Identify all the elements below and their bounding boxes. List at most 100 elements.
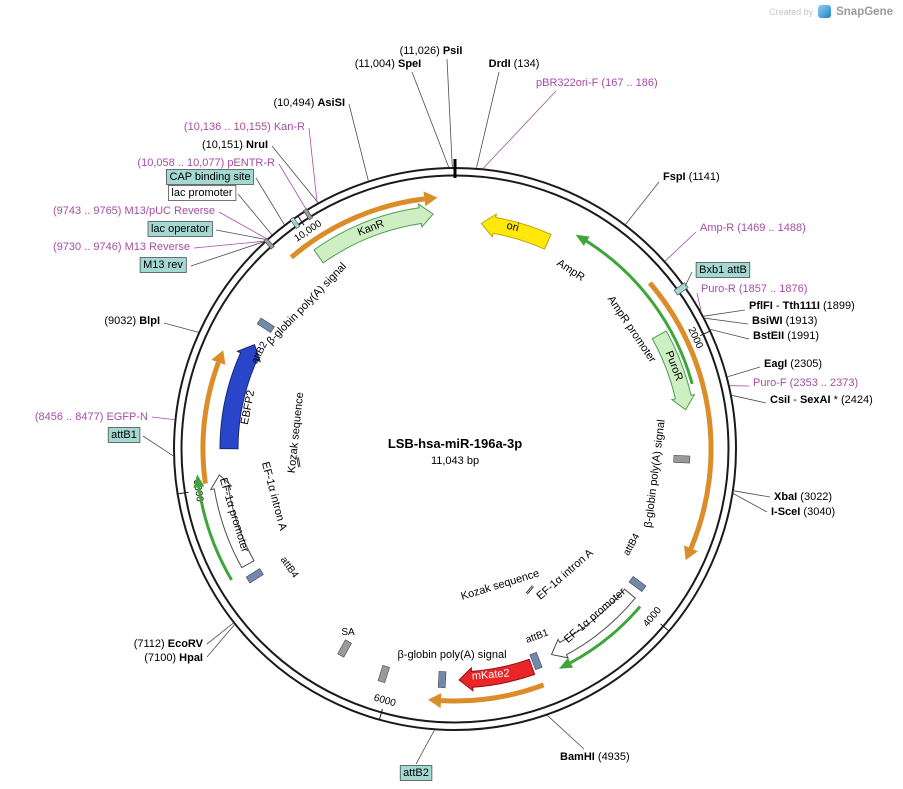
leader-asisi <box>348 103 369 181</box>
callout-csii-sexai[interactable]: CsiI - SexAI * (2424) <box>770 394 873 406</box>
callout-fspi[interactable]: FspI (1141) <box>663 171 720 183</box>
callout-egfp-n[interactable]: (8456 .. 8477) EGFP-N <box>35 411 148 423</box>
callout-puro-f[interactable]: Puro-F (2353 .. 2373) <box>753 377 858 389</box>
feature-ef1a-promoter-left[interactable] <box>209 474 255 569</box>
leader-puro-r <box>696 292 702 312</box>
callout-blpi[interactable]: (9032) BlpI <box>104 315 160 327</box>
callout-eagi[interactable]: EagI (2305) <box>764 358 822 370</box>
feature-attb1-bottom-box[interactable] <box>529 651 543 671</box>
feature-orange-left-arrowhead-icon <box>211 350 226 365</box>
callout-puro-r[interactable]: Puro-R (1857 .. 1876) <box>701 283 807 295</box>
feature-green-bottom-arc[interactable] <box>569 605 642 665</box>
label-ef1a-intron-left[interactable]: EF-1α intron A <box>259 461 289 533</box>
callout-attb2-bottom[interactable]: attB2 <box>403 767 429 779</box>
label-bglobin-polya-left[interactable]: β-globin poly(A) signal <box>265 261 349 348</box>
feature-green-left-arc[interactable] <box>197 486 233 581</box>
callout-m13-rev[interactable]: M13 rev <box>143 259 183 271</box>
callout-m13-reverse[interactable]: (9730 .. 9746) M13 Reverse <box>53 241 190 253</box>
callout-amp-r[interactable]: Amp-R (1469 .. 1488) <box>700 222 806 234</box>
label-attb4-left[interactable]: attB4 <box>278 555 301 581</box>
feature-bglobin-polya-right-box[interactable] <box>673 455 691 464</box>
feature-site-box-b[interactable] <box>289 216 301 229</box>
label-intron-marks-right[interactable]: ∥ <box>524 584 535 596</box>
feature-ef1a-promoter-bottom[interactable] <box>550 588 637 659</box>
label-ef1a-intron-right[interactable]: EF-1α intron A <box>534 547 596 603</box>
feature-orange-left[interactable] <box>200 361 221 484</box>
feature-puror[interactable] <box>651 330 696 411</box>
tick-label-4000: 4000 <box>641 605 664 629</box>
feature-attb2-bottom-box[interactable] <box>437 671 447 689</box>
leader-eagi <box>727 366 761 378</box>
callout-box-lac-operator <box>147 221 213 237</box>
callout-nrui[interactable]: (10,151) NruI <box>202 139 268 151</box>
leader-amp-r <box>664 231 697 262</box>
callout-pentr-r[interactable]: (10,058 .. 10,077) pENTR-R <box>137 157 275 169</box>
callout-bamhi[interactable]: BamHI (4935) <box>560 751 630 763</box>
feature-orange-right[interactable] <box>647 281 714 550</box>
callout-m13-puc-reverse[interactable]: (9743 .. 9765) M13/pUC Reverse <box>53 205 215 217</box>
callout-bsteii[interactable]: BstEII (1991) <box>753 330 819 342</box>
leader-blpi <box>163 322 199 333</box>
callout-bsiwi[interactable]: BsiWI (1913) <box>752 315 817 327</box>
label-ampr[interactable]: AmpR <box>555 257 587 284</box>
label-sa[interactable]: SA <box>341 627 355 638</box>
callout-box-attb1-left <box>107 427 141 443</box>
callout-hpai[interactable]: (7100) HpaI <box>144 652 203 664</box>
label-intron-marks-left[interactable]: ∥ <box>295 457 302 469</box>
tick-6000 <box>378 708 383 720</box>
callout-drdi[interactable]: DrdI (134) <box>489 58 540 70</box>
feature-orange-bottom[interactable] <box>440 682 545 704</box>
callout-box-m13-rev <box>139 257 187 273</box>
feature-kanr[interactable] <box>313 203 434 264</box>
callout-cap-binding-site[interactable]: CAP binding site <box>169 171 250 183</box>
feature-attb2-left-box[interactable] <box>256 317 275 334</box>
callout-pbr322ori-f[interactable]: pBR322ori-F (167 .. 186) <box>536 77 658 89</box>
callout-attb1-left[interactable]: attB1 <box>111 429 137 441</box>
callout-i-scei[interactable]: I-SceI (3040) <box>771 506 835 518</box>
callout-pflfi-tth111i[interactable]: PflFI - Tth111I (1899) <box>749 300 855 312</box>
callout-bxb1-attb[interactable]: Bxb1 attB <box>699 264 747 276</box>
feature-bglobin-polya-bottom-box[interactable] <box>377 664 390 684</box>
feature-orange-bottom-arrowhead-icon <box>428 693 442 709</box>
leader-pbr322ori-f <box>482 90 557 169</box>
label-attb2-left[interactable]: attB2 <box>250 340 271 366</box>
leader-egfp-n <box>151 416 175 420</box>
callout-spei[interactable]: (11,004) SpeI <box>355 58 421 70</box>
callout-ecorv[interactable]: (7112) EcoRV <box>134 638 204 650</box>
feature-sa-box[interactable] <box>337 639 352 658</box>
label-kozak-right[interactable]: Kozak sequence <box>459 568 540 603</box>
callout-lac-promoter[interactable]: lac promoter <box>171 187 232 199</box>
feature-orange-top-left[interactable] <box>289 196 425 260</box>
label-ori[interactable]: ori <box>505 220 520 235</box>
callout-kan-r[interactable]: (10,136 .. 10,155) Kan-R <box>184 121 305 133</box>
feature-site-box-c[interactable] <box>302 208 314 221</box>
callout-asisi[interactable]: (10,494) AsiSI <box>273 97 345 109</box>
feature-attb4-left-box[interactable] <box>245 568 264 584</box>
plasmid-name: LSB-hsa-miR-196a-3p <box>388 436 522 451</box>
label-attb4-right[interactable]: attB4 <box>621 532 642 558</box>
leader-m13-puc-reverse <box>218 211 268 240</box>
leader-cap-binding-site <box>255 177 285 225</box>
callout-psii[interactable]: (11,026) PsiI <box>400 45 463 57</box>
label-bglobin-polya-bottom[interactable]: β-globin poly(A) signal <box>397 649 506 661</box>
feature-mkate2[interactable] <box>458 658 536 692</box>
leader-bsiwi <box>704 317 749 325</box>
label-mkate2[interactable]: mKate2 <box>471 667 510 682</box>
feature-ebfp2[interactable] <box>219 344 262 450</box>
label-ampr-promoter[interactable]: AmpR promoter <box>605 294 659 365</box>
callout-lac-operator[interactable]: lac operator <box>151 223 209 235</box>
tick-8000 <box>177 491 189 495</box>
tick-2000 <box>699 330 711 337</box>
snapgene-credit: Created by SnapGene <box>769 5 893 18</box>
label-bglobin-polya-right[interactable]: β-globin poly(A) signal <box>642 419 667 529</box>
plasmid-size: 11,043 bp <box>431 455 479 467</box>
leader-bxb1-attb <box>684 271 693 287</box>
label-attb1-right[interactable]: attB1 <box>524 627 550 645</box>
feature-green-bottom-arc-arrowhead-icon <box>558 658 574 669</box>
feature-ampr-arc[interactable] <box>585 239 694 385</box>
feature-bxb1-attb-box[interactable] <box>673 282 689 296</box>
callout-xbai[interactable]: XbaI (3022) <box>774 491 832 503</box>
feature-attb4-right-box[interactable] <box>628 576 647 592</box>
feature-ori[interactable] <box>480 213 552 250</box>
